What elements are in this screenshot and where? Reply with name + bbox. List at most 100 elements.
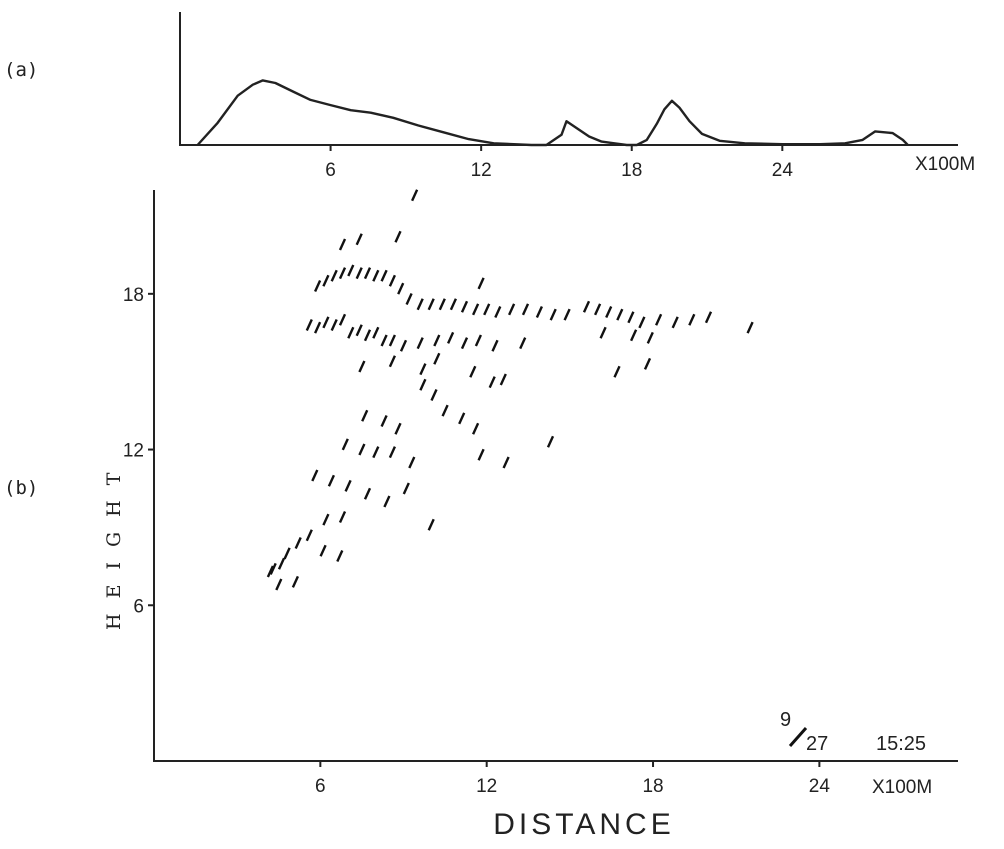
panel-a-label: (a) <box>4 59 38 81</box>
panel-b-marks <box>266 189 754 591</box>
data-mark-99 <box>319 544 327 557</box>
data-mark-60 <box>394 230 402 243</box>
data-mark-45 <box>688 313 696 326</box>
data-mark-64 <box>388 355 396 368</box>
data-mark-86 <box>502 456 510 469</box>
panel-b-x-tick-label-6: 6 <box>315 776 326 797</box>
data-mark-105 <box>275 578 283 591</box>
data-mark-73 <box>430 389 438 401</box>
data-mark-10 <box>388 334 396 347</box>
data-mark-82 <box>372 446 380 459</box>
data-mark-100 <box>336 550 344 562</box>
data-mark-12 <box>314 280 322 292</box>
data-mark-66 <box>433 352 441 365</box>
data-mark-81 <box>358 443 366 456</box>
data-mark-69 <box>499 373 507 386</box>
data-mark-79 <box>394 422 402 435</box>
data-mark-93 <box>383 495 391 508</box>
data-mark-77 <box>361 409 369 422</box>
data-mark-53 <box>491 339 499 352</box>
panel-b-x-ticks: 6 12 18 24 <box>315 761 830 797</box>
data-mark-5 <box>347 326 355 339</box>
panel-b-x-axis-title: DISTANCE <box>493 808 674 841</box>
data-mark-0 <box>305 319 313 331</box>
data-mark-13 <box>322 274 330 287</box>
data-mark-32 <box>508 303 516 316</box>
data-mark-31 <box>494 306 502 318</box>
panel-b-y-tick-label-12: 12 <box>123 441 144 462</box>
data-mark-28 <box>460 300 469 313</box>
panel-b-x-tick-label-24: 24 <box>809 776 831 797</box>
data-mark-80 <box>341 438 349 451</box>
data-mark-35 <box>549 308 557 321</box>
panel-a-x-unit-label: X100M <box>915 154 975 175</box>
data-mark-84 <box>408 456 416 469</box>
data-mark-54 <box>519 337 527 350</box>
data-mark-102 <box>277 557 286 570</box>
data-mark-56 <box>630 329 638 342</box>
panel-b-y-ticks: 6 12 18 <box>123 285 154 617</box>
panel-a-x-tick-label-18: 18 <box>621 160 642 181</box>
data-mark-75 <box>458 412 466 425</box>
data-mark-9 <box>380 334 388 347</box>
data-mark-30 <box>483 303 491 316</box>
data-mark-58 <box>338 238 347 251</box>
data-mark-20 <box>380 269 388 282</box>
data-mark-47 <box>746 321 754 334</box>
data-mark-22 <box>397 282 405 295</box>
data-mark-36 <box>563 308 571 321</box>
date-stamp: 9 27 15:25 <box>780 709 926 755</box>
data-mark-4 <box>338 313 347 326</box>
panel-a-x-tick-label-6: 6 <box>325 160 336 181</box>
data-mark-41 <box>627 311 635 324</box>
data-mark-103 <box>269 562 277 575</box>
data-mark-87 <box>546 435 555 448</box>
data-mark-39 <box>605 306 613 318</box>
data-mark-94 <box>338 511 347 523</box>
data-mark-78 <box>380 415 388 427</box>
data-mark-18 <box>363 267 372 280</box>
data-mark-24 <box>416 298 424 311</box>
data-mark-67 <box>469 365 477 378</box>
date-stamp-slash <box>788 727 808 747</box>
date-stamp-time: 15:25 <box>876 733 926 755</box>
data-mark-19 <box>372 269 380 282</box>
data-mark-2 <box>322 316 330 329</box>
data-mark-97 <box>305 529 313 542</box>
data-mark-98 <box>294 537 302 549</box>
data-mark-29 <box>472 303 480 316</box>
data-mark-49 <box>433 334 441 347</box>
data-mark-70 <box>613 365 621 378</box>
panel-b-y-axis-title: HEIGHT <box>103 458 125 630</box>
data-mark-43 <box>655 313 663 326</box>
data-mark-11 <box>399 339 408 352</box>
panel-b-x-tick-label-12: 12 <box>476 776 497 797</box>
data-mark-92 <box>402 482 410 495</box>
data-mark-37 <box>582 300 591 313</box>
data-mark-26 <box>438 298 446 311</box>
data-mark-89 <box>327 474 335 487</box>
date-stamp-month: 9 <box>780 709 791 731</box>
data-mark-48 <box>416 337 424 350</box>
panel-b-y-axis-title-text: HEIGHT <box>103 458 125 630</box>
data-mark-71 <box>643 357 652 370</box>
data-mark-68 <box>488 376 496 389</box>
data-mark-42 <box>638 316 646 329</box>
data-mark-23 <box>405 293 413 305</box>
data-mark-8 <box>372 326 380 339</box>
data-mark-15 <box>338 267 347 280</box>
data-mark-34 <box>535 306 543 318</box>
data-mark-91 <box>363 487 372 500</box>
data-mark-52 <box>474 334 482 347</box>
data-mark-6 <box>355 324 363 337</box>
data-mark-104 <box>266 565 274 578</box>
panel-a-profile-line <box>196 79 909 147</box>
data-mark-101 <box>283 547 291 560</box>
data-mark-27 <box>449 298 457 311</box>
data-mark-85 <box>477 448 485 461</box>
date-stamp-day: 27 <box>806 733 828 755</box>
data-mark-16 <box>347 264 355 277</box>
data-mark-83 <box>388 446 396 459</box>
data-mark-3 <box>330 319 338 331</box>
